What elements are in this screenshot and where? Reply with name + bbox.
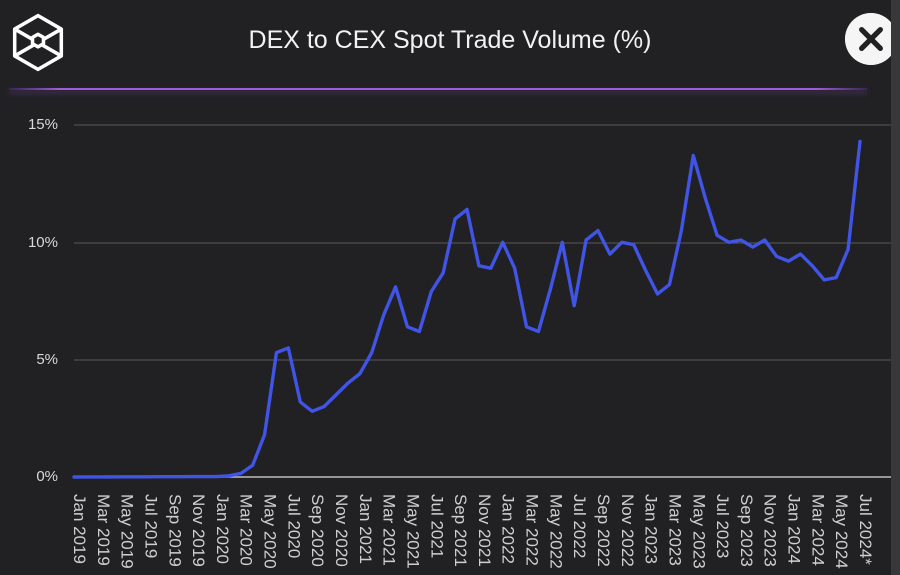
svg-text:Mar 2024: Mar 2024 bbox=[808, 494, 827, 566]
svg-text:Nov 2021: Nov 2021 bbox=[475, 494, 494, 567]
svg-text:Sep 2021: Sep 2021 bbox=[451, 494, 470, 567]
svg-text:Nov 2019: Nov 2019 bbox=[189, 494, 208, 567]
svg-text:Mar 2021: Mar 2021 bbox=[380, 494, 399, 566]
svg-text:Mar 2020: Mar 2020 bbox=[237, 494, 256, 566]
svg-text:Jul 2019: Jul 2019 bbox=[142, 494, 161, 558]
svg-text:Jan 2020: Jan 2020 bbox=[213, 494, 232, 564]
svg-text:Sep 2022: Sep 2022 bbox=[594, 494, 613, 567]
svg-text:May 2024: May 2024 bbox=[832, 494, 851, 569]
svg-text:Jan 2019: Jan 2019 bbox=[70, 494, 89, 564]
svg-text:Jan 2023: Jan 2023 bbox=[642, 494, 661, 564]
svg-text:May 2023: May 2023 bbox=[689, 494, 708, 569]
svg-text:5%: 5% bbox=[36, 351, 58, 368]
svg-text:Mar 2019: Mar 2019 bbox=[94, 494, 113, 566]
svg-text:Nov 2020: Nov 2020 bbox=[332, 494, 351, 567]
svg-text:May 2021: May 2021 bbox=[404, 494, 423, 569]
svg-text:May 2020: May 2020 bbox=[261, 494, 280, 569]
svg-text:10%: 10% bbox=[28, 234, 58, 251]
svg-text:Nov 2023: Nov 2023 bbox=[761, 494, 780, 567]
svg-text:Sep 2023: Sep 2023 bbox=[737, 494, 756, 567]
svg-text:Jan 2021: Jan 2021 bbox=[356, 494, 375, 564]
svg-text:Jul 2021: Jul 2021 bbox=[427, 494, 446, 558]
svg-text:May 2019: May 2019 bbox=[118, 494, 137, 569]
svg-text:Mar 2023: Mar 2023 bbox=[666, 494, 685, 566]
svg-text:Mar 2022: Mar 2022 bbox=[523, 494, 542, 566]
svg-text:0%: 0% bbox=[36, 468, 58, 485]
svg-text:Jul 2022: Jul 2022 bbox=[570, 494, 589, 558]
svg-text:Jan 2024: Jan 2024 bbox=[785, 494, 804, 564]
svg-text:Nov 2022: Nov 2022 bbox=[618, 494, 637, 567]
svg-text:May 2022: May 2022 bbox=[546, 494, 565, 569]
svg-text:Sep 2020: Sep 2020 bbox=[308, 494, 327, 567]
svg-text:15%: 15% bbox=[28, 116, 58, 133]
svg-text:Jan 2022: Jan 2022 bbox=[499, 494, 518, 564]
svg-text:Sep 2019: Sep 2019 bbox=[165, 494, 184, 567]
svg-text:Jul 2024*: Jul 2024* bbox=[856, 494, 875, 565]
svg-text:Jul 2020: Jul 2020 bbox=[284, 494, 303, 558]
svg-text:Jul 2023: Jul 2023 bbox=[713, 494, 732, 558]
